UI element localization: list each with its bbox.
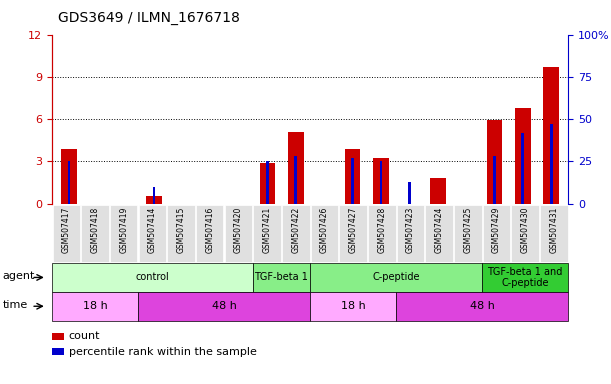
FancyBboxPatch shape [52, 292, 138, 321]
FancyBboxPatch shape [310, 263, 482, 292]
Text: time: time [2, 300, 28, 310]
Text: GSM507417: GSM507417 [62, 207, 71, 253]
FancyBboxPatch shape [396, 292, 568, 321]
FancyBboxPatch shape [339, 205, 367, 262]
Text: 18 h: 18 h [82, 301, 108, 311]
Text: 18 h: 18 h [341, 301, 365, 311]
Bar [146, 197, 162, 204]
FancyBboxPatch shape [253, 263, 310, 292]
Text: GSM507424: GSM507424 [434, 207, 444, 253]
Text: GSM507423: GSM507423 [406, 207, 415, 253]
Bar [379, 161, 382, 204]
FancyBboxPatch shape [483, 205, 510, 262]
Text: control: control [136, 272, 169, 283]
Text: GSM507421: GSM507421 [263, 207, 271, 253]
Text: GSM507416: GSM507416 [205, 207, 214, 253]
Text: C-peptide: C-peptide [372, 272, 420, 283]
Text: GSM507427: GSM507427 [349, 207, 357, 253]
Text: GSM507425: GSM507425 [463, 207, 472, 253]
FancyBboxPatch shape [139, 205, 166, 262]
Bar [153, 187, 155, 204]
Bar [408, 182, 411, 204]
FancyBboxPatch shape [225, 205, 252, 262]
Bar [515, 108, 530, 204]
FancyBboxPatch shape [254, 205, 281, 262]
Text: GSM507426: GSM507426 [320, 207, 329, 253]
Text: 48 h: 48 h [211, 301, 236, 311]
FancyBboxPatch shape [540, 205, 568, 262]
Text: GSM507428: GSM507428 [377, 207, 386, 253]
Bar [61, 149, 77, 204]
Text: GSM507420: GSM507420 [234, 207, 243, 253]
FancyBboxPatch shape [310, 292, 396, 321]
FancyBboxPatch shape [454, 205, 481, 262]
FancyBboxPatch shape [52, 263, 253, 292]
FancyBboxPatch shape [397, 205, 424, 262]
Text: GSM507422: GSM507422 [291, 207, 300, 253]
Bar [351, 158, 354, 204]
FancyBboxPatch shape [110, 205, 137, 262]
Bar [430, 178, 445, 204]
Bar [487, 120, 502, 204]
Bar [52, 333, 64, 340]
FancyBboxPatch shape [482, 263, 568, 292]
Text: GSM507415: GSM507415 [177, 207, 186, 253]
FancyBboxPatch shape [81, 205, 109, 262]
FancyBboxPatch shape [196, 205, 224, 262]
Text: GSM507429: GSM507429 [492, 207, 501, 253]
Text: percentile rank within the sample: percentile rank within the sample [69, 347, 257, 357]
FancyBboxPatch shape [138, 292, 310, 321]
Text: TGF-beta 1: TGF-beta 1 [254, 272, 309, 283]
Bar [345, 149, 360, 204]
Text: GSM507419: GSM507419 [119, 207, 128, 253]
Bar [295, 156, 298, 204]
Bar [550, 124, 552, 204]
Text: GSM507430: GSM507430 [521, 207, 530, 253]
Bar [52, 349, 64, 355]
Text: GDS3649 / ILMN_1676718: GDS3649 / ILMN_1676718 [58, 11, 240, 25]
Bar [68, 161, 70, 204]
Text: 48 h: 48 h [470, 301, 495, 311]
FancyBboxPatch shape [282, 205, 310, 262]
Bar [260, 164, 276, 204]
Text: TGF-beta 1 and
C-peptide: TGF-beta 1 and C-peptide [488, 266, 563, 288]
Text: GSM507418: GSM507418 [90, 207, 100, 253]
Bar [266, 161, 269, 204]
Text: GSM507414: GSM507414 [148, 207, 157, 253]
FancyBboxPatch shape [511, 205, 539, 262]
Bar [521, 132, 524, 204]
Bar [493, 156, 496, 204]
FancyBboxPatch shape [425, 205, 453, 262]
FancyBboxPatch shape [167, 205, 195, 262]
Bar [373, 159, 389, 204]
Text: GSM507431: GSM507431 [549, 207, 558, 253]
Text: count: count [69, 331, 100, 341]
FancyBboxPatch shape [53, 205, 80, 262]
FancyBboxPatch shape [368, 205, 395, 262]
Bar [288, 132, 304, 204]
FancyBboxPatch shape [310, 205, 338, 262]
Text: agent: agent [2, 271, 35, 281]
Bar [543, 67, 559, 204]
